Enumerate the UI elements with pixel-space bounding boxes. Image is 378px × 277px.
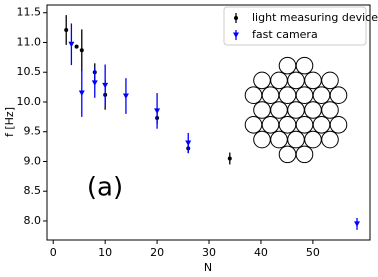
legend-marker	[234, 16, 238, 20]
x-tick-label: 40	[254, 246, 268, 259]
particle	[295, 86, 314, 105]
particle	[287, 130, 305, 149]
y-axis-label: f [Hz]	[3, 107, 16, 137]
point	[154, 108, 161, 114]
point	[68, 41, 75, 48]
particle	[270, 101, 288, 119]
particle	[295, 56, 314, 75]
y-tick-label: 10.5	[17, 65, 42, 78]
annotation: (a)	[87, 173, 123, 203]
y-tick-label: 10.0	[17, 95, 42, 108]
particle	[253, 130, 271, 149]
particle	[278, 145, 297, 164]
x-tick-label: 50	[306, 246, 320, 259]
particle	[270, 71, 288, 90]
particle	[321, 101, 339, 119]
particle	[312, 86, 331, 105]
particle	[270, 130, 288, 149]
particle	[278, 56, 297, 75]
particle	[261, 86, 280, 105]
particle	[304, 130, 322, 149]
y-tick-label: 8.0	[24, 214, 42, 227]
x-tick-label: 20	[150, 246, 164, 259]
point	[354, 221, 361, 227]
particle	[278, 115, 297, 134]
particle	[312, 115, 331, 134]
y-tick-label: 11.0	[17, 35, 42, 48]
point	[227, 156, 232, 161]
x-tick-label: 30	[202, 246, 216, 259]
legend-label: light measuring device	[252, 11, 378, 24]
point	[78, 90, 85, 97]
y-tick-label: 11.5	[17, 6, 42, 19]
particle	[295, 145, 314, 164]
x-axis-label: N	[204, 261, 212, 274]
legend-box	[223, 6, 367, 46]
point	[102, 82, 109, 89]
y-tick-label: 8.5	[24, 184, 42, 197]
particle	[253, 71, 271, 90]
legend-marker	[233, 32, 239, 38]
particle	[329, 86, 348, 105]
x-tick-label: 0	[50, 246, 57, 259]
particle	[287, 71, 305, 90]
particle-cluster	[244, 56, 348, 164]
plot-frame	[46, 4, 371, 241]
point	[185, 140, 192, 147]
particle	[244, 86, 263, 105]
particle	[304, 101, 322, 119]
particle	[287, 101, 305, 119]
y-tick-label: 9.5	[24, 125, 42, 138]
particle	[278, 86, 297, 105]
particle	[321, 130, 339, 149]
particle	[253, 101, 271, 119]
particle	[261, 115, 280, 134]
point	[91, 80, 98, 86]
particle	[321, 71, 339, 90]
point	[64, 27, 69, 32]
particle	[295, 115, 314, 134]
point	[74, 44, 79, 49]
legend-label: fast camera	[252, 28, 318, 41]
particle	[304, 71, 322, 90]
y-tick-label: 9.0	[24, 154, 42, 167]
point	[122, 93, 129, 100]
particle	[329, 115, 348, 134]
x-tick-label: 10	[98, 246, 112, 259]
point	[79, 48, 84, 53]
particle	[244, 115, 263, 134]
